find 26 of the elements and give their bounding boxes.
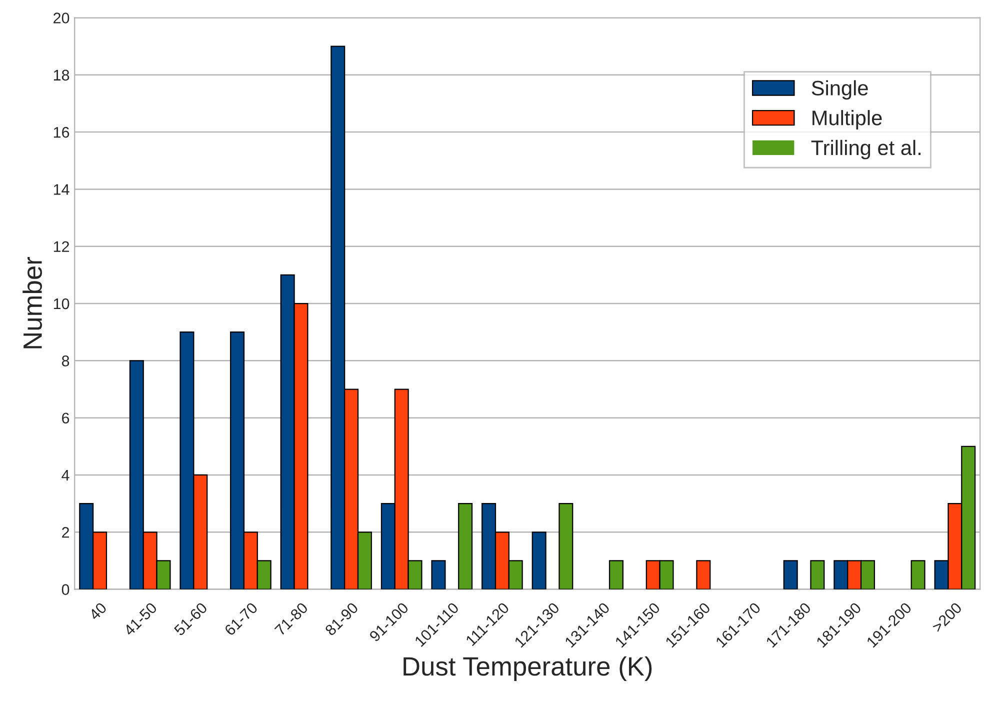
bar bbox=[458, 503, 473, 590]
legend-label: Single bbox=[812, 80, 868, 100]
bar bbox=[783, 560, 798, 590]
bar bbox=[558, 503, 574, 590]
bar bbox=[608, 560, 624, 590]
y-tick-label: 18 bbox=[54, 70, 70, 81]
bar bbox=[810, 560, 825, 590]
y-tick-label: 16 bbox=[54, 126, 70, 138]
bar bbox=[532, 532, 546, 590]
y-tick-label: 4 bbox=[62, 470, 70, 481]
x-tick-label: 40 bbox=[88, 602, 108, 621]
y-tick-label: 0 bbox=[62, 584, 70, 595]
y-axis-title: Number bbox=[22, 257, 42, 348]
y-tick-label: 2 bbox=[62, 527, 69, 538]
y-tick-label: 10 bbox=[54, 298, 70, 310]
bar bbox=[696, 560, 711, 590]
y-tick-label: 8 bbox=[62, 356, 70, 366]
legend-label: Trilling et al. bbox=[811, 140, 920, 160]
legend-label: Multiple bbox=[812, 110, 882, 130]
y-tick-label: 6 bbox=[62, 412, 70, 424]
bar bbox=[431, 560, 446, 590]
y-tick-label: 20 bbox=[54, 12, 70, 24]
x-axis-title: Dust Temperature (K) bbox=[404, 656, 652, 681]
y-tick-label: 12 bbox=[54, 241, 69, 252]
y-tick-label: 14 bbox=[54, 184, 70, 195]
bar bbox=[910, 560, 926, 590]
